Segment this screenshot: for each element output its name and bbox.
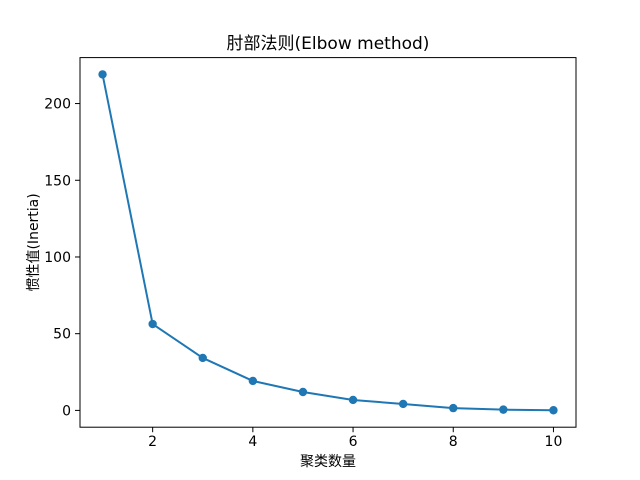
data-point-marker [98,70,107,79]
data-line [101,73,555,412]
x-tick-label: 8 [449,434,458,450]
x-tick-label: 2 [148,434,157,450]
data-point-marker [499,405,508,414]
data-point-marker [198,353,207,363]
data-point-marker [549,406,558,415]
x-tick-label: 6 [349,434,358,450]
y-tick-label: 50 [53,327,71,343]
data-point-marker [449,403,458,413]
y-tick-label: 100 [44,250,71,266]
data-point-marker [398,399,408,409]
data-point-marker [348,395,358,405]
chart-title: 肘部法则(Elbow method) [227,34,430,54]
y-tick-label: 150 [44,173,71,189]
x-axis-label: 聚类数量 [300,454,356,470]
data-point-marker [248,376,258,386]
y-tick-label: 0 [62,403,71,419]
y-axis-label: 惯性值(Inertia) [25,193,42,291]
x-tick-label: 4 [248,434,257,450]
y-tick-label: 200 [44,97,71,113]
data-point-marker [298,387,308,397]
data-point-marker [148,319,157,329]
axes-spines [79,57,577,428]
x-tick-label: 10 [545,434,563,450]
